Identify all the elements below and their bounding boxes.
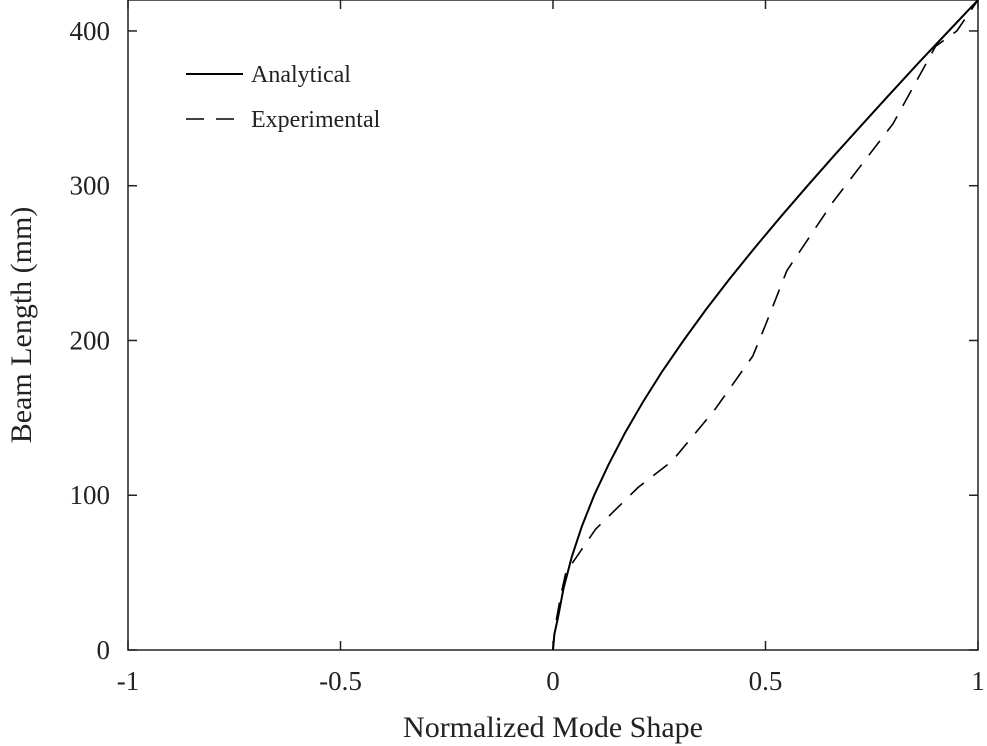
y-tick-label: 100 bbox=[70, 480, 111, 510]
plot-frame bbox=[127, 0, 979, 651]
legend: Analytical Experimental bbox=[186, 62, 381, 133]
legend-analytical-label: Analytical bbox=[251, 62, 351, 88]
y-tick-label: 0 bbox=[97, 635, 111, 665]
series-layer bbox=[552, 0, 979, 651]
x-tick-label: 0 bbox=[546, 666, 560, 696]
series-line-analytical bbox=[552, 0, 979, 651]
x-axis-label: Normalized Mode Shape bbox=[403, 711, 703, 744]
y-axis-label: Beam Length (mm) bbox=[5, 207, 38, 444]
x-tick-label: -1 bbox=[117, 666, 140, 696]
y-tick-label: 300 bbox=[70, 171, 111, 201]
legend-experimental-label: Experimental bbox=[251, 107, 381, 133]
axis-tick-labels: -1 -0.5 0 0.5 1 0 100 200 300 400 bbox=[70, 16, 985, 696]
x-tick-label: -0.5 bbox=[319, 666, 362, 696]
series-line-experimental bbox=[552, 0, 979, 651]
y-tick-label: 200 bbox=[70, 325, 111, 355]
x-tick-label: 1 bbox=[971, 666, 985, 696]
x-tick-label: 0.5 bbox=[749, 666, 783, 696]
y-tick-label: 400 bbox=[70, 16, 111, 46]
axis-ticks bbox=[127, 0, 979, 651]
